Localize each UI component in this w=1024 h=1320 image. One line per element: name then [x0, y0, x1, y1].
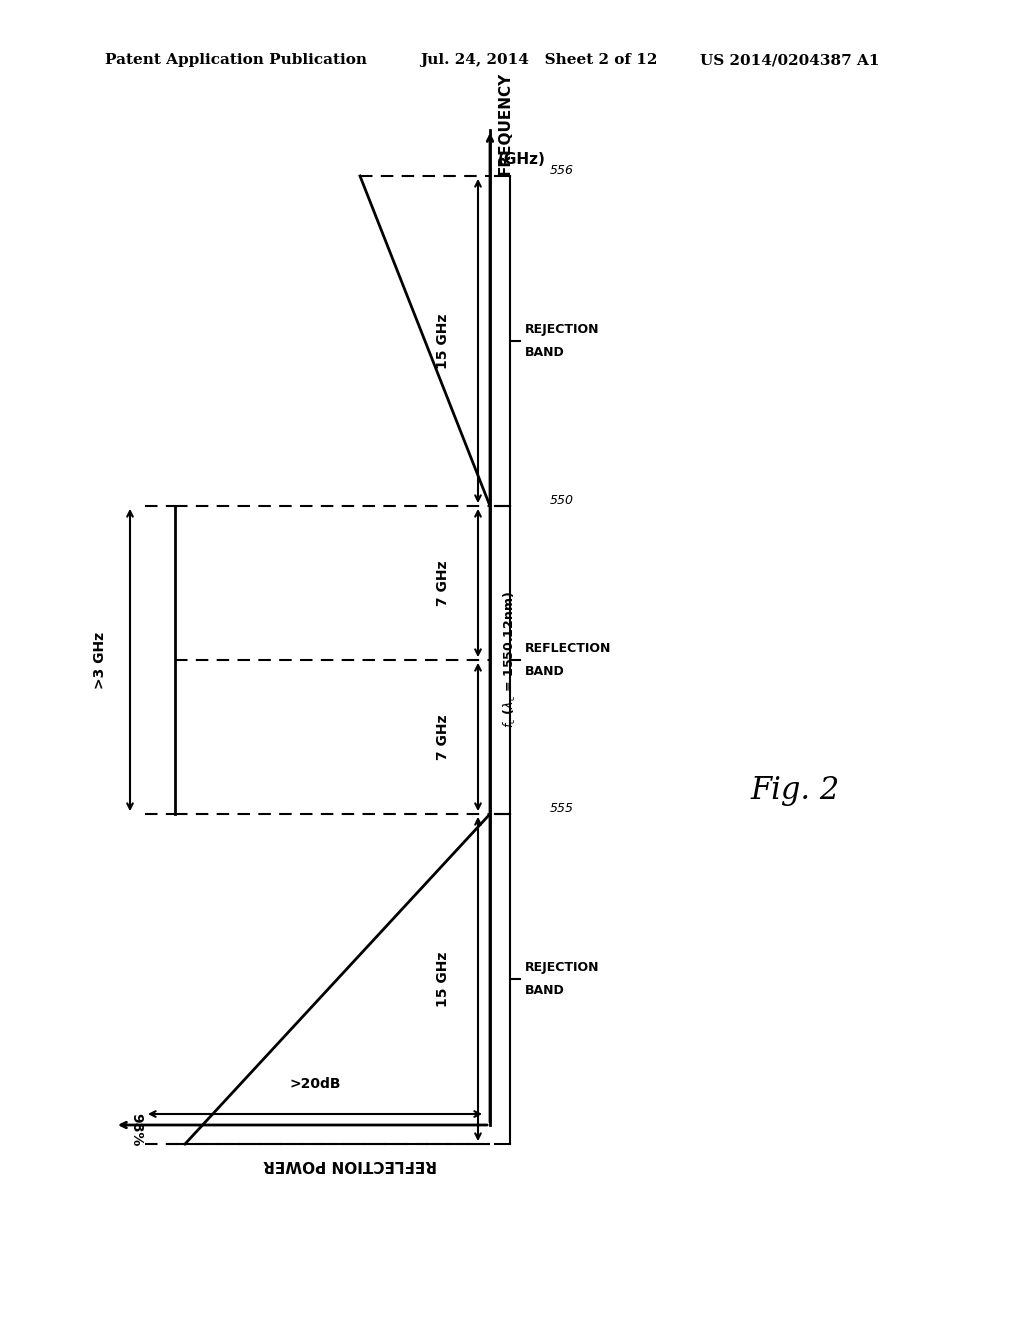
Text: 15 GHz: 15 GHz: [436, 952, 450, 1007]
Text: Jul. 24, 2014   Sheet 2 of 12: Jul. 24, 2014 Sheet 2 of 12: [420, 53, 657, 67]
Text: 7 GHz: 7 GHz: [436, 560, 450, 606]
Text: >3 GHz: >3 GHz: [93, 631, 106, 689]
Text: US 2014/0204387 A1: US 2014/0204387 A1: [700, 53, 880, 67]
Text: 556: 556: [550, 165, 574, 177]
Text: 15 GHz: 15 GHz: [436, 313, 450, 368]
Text: BAND: BAND: [525, 665, 565, 678]
Text: REFLECTION POWER: REFLECTION POWER: [263, 1158, 437, 1172]
Text: Fig. 2: Fig. 2: [750, 775, 840, 805]
Text: 98%: 98%: [129, 1113, 143, 1147]
Text: FREQUENCY: FREQUENCY: [498, 71, 513, 174]
Text: $f_c$ ($\lambda_c$ = 1550.12nm): $f_c$ ($\lambda_c$ = 1550.12nm): [502, 591, 518, 729]
Text: 550: 550: [550, 495, 574, 507]
Text: Patent Application Publication: Patent Application Publication: [105, 53, 367, 67]
Text: REFLECTION: REFLECTION: [525, 642, 611, 655]
Text: BAND: BAND: [525, 983, 565, 997]
Text: BAND: BAND: [525, 346, 565, 359]
Text: >20dB: >20dB: [289, 1077, 341, 1092]
Text: 555: 555: [550, 803, 574, 816]
Text: 7 GHz: 7 GHz: [436, 714, 450, 760]
Text: REJECTION: REJECTION: [525, 961, 599, 974]
Text: (GHz): (GHz): [498, 153, 546, 168]
Text: REJECTION: REJECTION: [525, 323, 599, 337]
